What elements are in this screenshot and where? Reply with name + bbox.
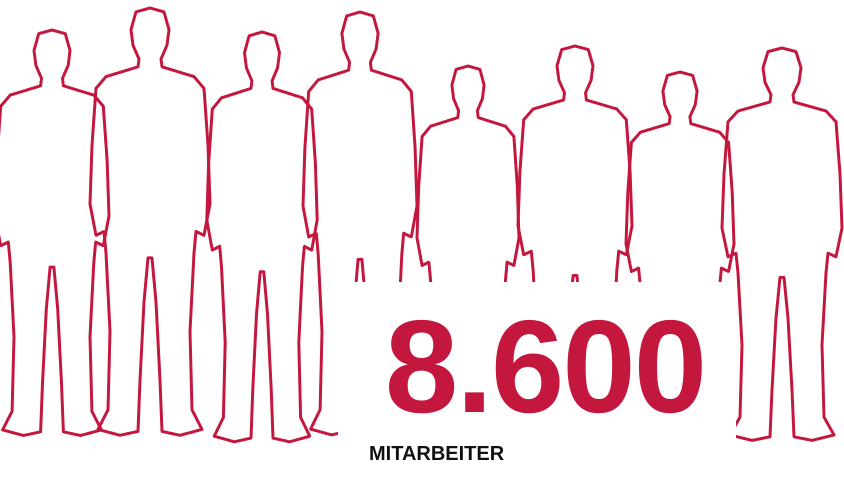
headline-number: 8.600 xyxy=(385,293,705,440)
page: {"headline": {"value": "8.600", "label":… xyxy=(0,0,844,480)
headline-label: MITARBEITER xyxy=(369,443,505,465)
person-outline xyxy=(722,48,842,440)
body: 8.600 MITARBEITER (() => { const data = … xyxy=(0,0,844,480)
infographic: 8.600 MITARBEITER xyxy=(0,0,844,480)
person-outline xyxy=(207,32,317,442)
person-outline xyxy=(0,30,109,436)
